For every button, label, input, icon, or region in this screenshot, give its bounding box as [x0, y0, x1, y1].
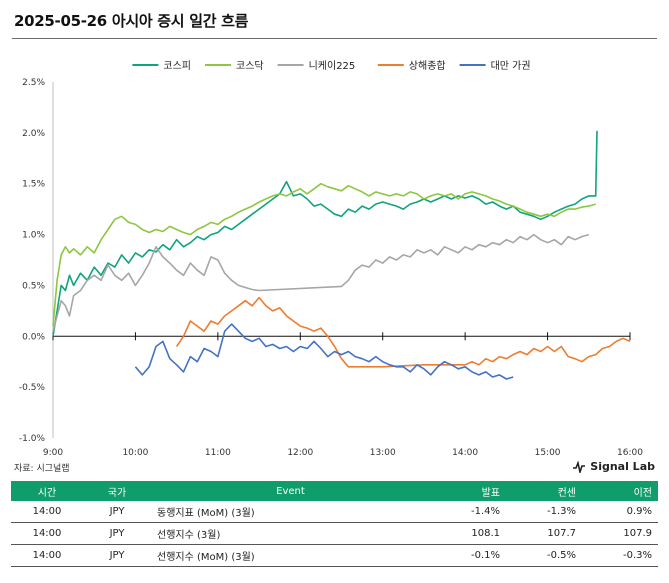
y-tick-label: -1.0% — [19, 434, 46, 444]
cell-event: 동행지표 (MoM) (3월) — [151, 501, 430, 523]
table-row: 14:00 JPY 선행지수 (MoM) (3월) -0.1% -0.5% -0… — [11, 544, 658, 567]
col-header-actual: 발표 — [481, 487, 500, 499]
series-line-1 — [52, 182, 596, 327]
y-tick-label: 2.5% — [22, 78, 45, 88]
brand-logo: Signal Lab — [572, 460, 655, 473]
col-header-event: Event — [276, 485, 305, 497]
cell-country: JPY — [83, 501, 151, 523]
cell-time: 14:00 — [11, 501, 83, 523]
cell-consensus: -1.3% — [506, 501, 582, 523]
source-note: 자료: 시그널랩 — [14, 464, 70, 474]
cell-country: JPY — [83, 544, 151, 567]
x-tick-label: 12:00 — [287, 448, 313, 458]
series-line-3 — [175, 296, 631, 368]
legend-label: 코스피 — [163, 60, 191, 72]
chart-axes: 2.5% 2.0% 1.5% 1.0% 0.5% 0.0% -0.5% -1.0% 9:00 10… — [19, 78, 643, 458]
x-tick-label: 11:00 — [205, 448, 231, 458]
page-title: 2025-05-26 아시아 증시 일간 흐름 — [14, 12, 249, 30]
table-header-row: 시간 국가 Event 발표 컨센 이전 — [11, 481, 658, 501]
y-tick-label: 1.0% — [22, 231, 45, 241]
x-tick-label: 15:00 — [535, 448, 561, 458]
col-header-previous: 이전 — [633, 487, 652, 499]
table-row: 14:00 JPY 동행지표 (MoM) (3월) -1.4% -1.3% 0.… — [11, 501, 658, 523]
cell-previous: 107.9 — [582, 522, 658, 545]
x-tick-label: 14:00 — [452, 448, 478, 458]
chart-series — [52, 130, 631, 380]
y-tick-label: 0.5% — [22, 281, 45, 291]
col-header-country: 국가 — [107, 487, 127, 499]
legend-label: 코스닥 — [236, 60, 264, 72]
event-table: 시간 국가 Event 발표 컨센 이전 14:00 JPY 동행지표 (MoM… — [11, 481, 658, 567]
series-line-0 — [52, 130, 598, 337]
cell-previous: -0.3% — [582, 544, 658, 567]
table-row: 14:00 JPY 선행지수 (3월) 108.1 107.7 107.9 — [11, 522, 658, 545]
signal-icon — [573, 460, 586, 473]
cell-actual: -0.1% — [430, 544, 506, 567]
legend-label: 상해종합 — [409, 59, 446, 72]
y-tick-label: 0.0% — [22, 332, 45, 342]
cell-event: 선행지수 (3월) — [151, 522, 430, 545]
x-tick-label: 10:00 — [122, 448, 148, 458]
col-header-time: 시간 — [37, 487, 57, 499]
legend-label: 대만 가권 — [491, 60, 531, 72]
cell-actual: 108.1 — [430, 522, 506, 545]
cell-time: 14:00 — [11, 522, 83, 545]
cell-actual: -1.4% — [430, 501, 506, 523]
y-tick-label: 2.0% — [22, 129, 45, 139]
cell-consensus: -0.5% — [506, 544, 582, 567]
chart-legend: 코스피 코스닥 니케이225 상해종합 대만 가권 — [132, 59, 531, 72]
line-chart: 코스피 코스닥 니케이225 상해종합 대만 가권 2.5% 2.0% 1.5% 1.0% 0.… — [19, 59, 643, 458]
cell-consensus: 107.7 — [506, 522, 582, 545]
x-tick-label: 9:00 — [43, 448, 63, 458]
brand-name: Signal Lab — [590, 460, 655, 473]
col-header-consensus: 컨센 — [557, 487, 576, 499]
y-tick-label: 1.5% — [22, 180, 45, 190]
cell-time: 14:00 — [11, 544, 83, 567]
x-tick-label: 13:00 — [370, 448, 396, 458]
x-tick-label: 16:00 — [617, 448, 643, 458]
series-line-2 — [52, 233, 590, 332]
series-line-4 — [134, 323, 514, 380]
cell-country: JPY — [83, 522, 151, 545]
cell-event: 선행지수 (MoM) (3월) — [151, 544, 430, 567]
cell-previous: 0.9% — [582, 501, 658, 523]
y-tick-label: -0.5% — [19, 383, 46, 393]
legend-label: 니케이225 — [309, 60, 356, 72]
title-divider — [12, 38, 657, 39]
